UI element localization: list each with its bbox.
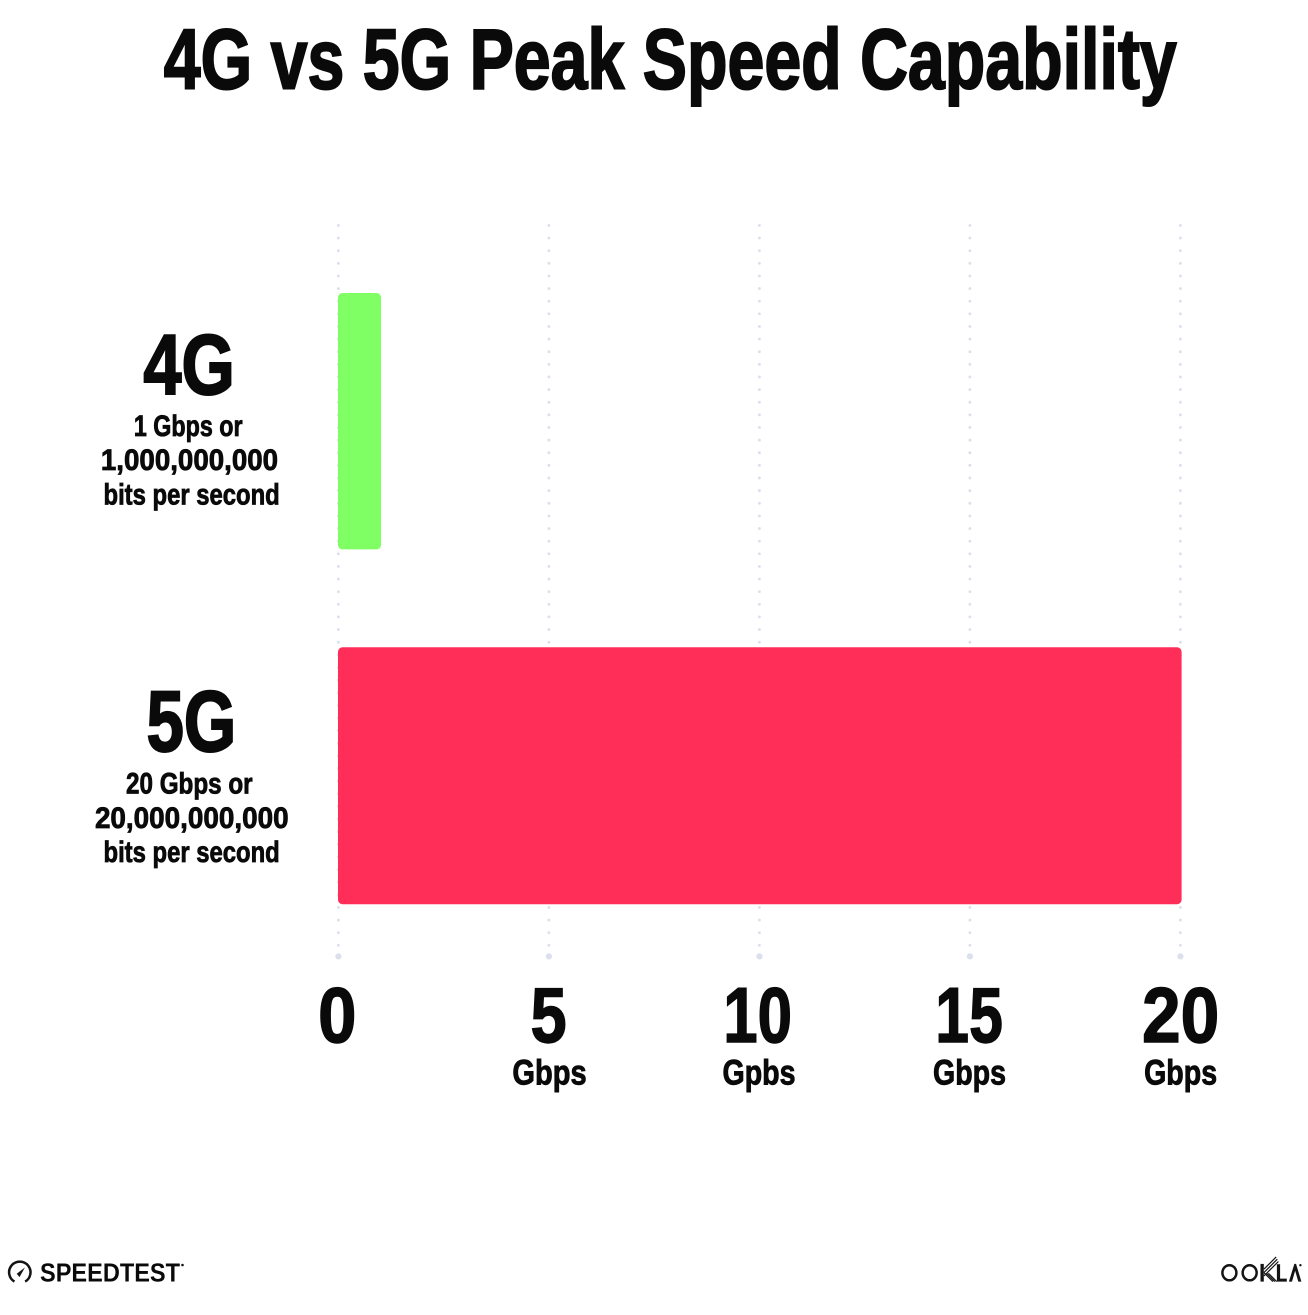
svg-text:20: 20	[1142, 973, 1219, 1059]
svg-text:bits per second: bits per second	[104, 837, 280, 869]
svg-text:0: 0	[318, 973, 356, 1059]
svg-text:bits per second: bits per second	[104, 479, 280, 511]
svg-text:20 Gbps or: 20 Gbps or	[126, 769, 253, 801]
svg-text:20,000,000,000: 20,000,000,000	[95, 803, 289, 835]
svg-text:4G vs 5G Peak Speed Capability: 4G vs 5G Peak Speed Capability	[164, 12, 1177, 108]
svg-text:Gbps: Gbps	[1144, 1052, 1217, 1092]
svg-text:4G: 4G	[143, 318, 235, 413]
svg-text:Gbps: Gbps	[512, 1052, 586, 1092]
svg-text:5G: 5G	[146, 674, 236, 770]
svg-text:Gpbs: Gpbs	[723, 1052, 796, 1092]
svg-text:10: 10	[723, 973, 792, 1059]
svg-text:1,000,000,000: 1,000,000,000	[101, 445, 278, 477]
svg-text:Gbps: Gbps	[933, 1052, 1006, 1092]
svg-text:SPEEDTEST: SPEEDTEST	[40, 1258, 180, 1288]
svg-text:1 Gbps or: 1 Gbps or	[134, 411, 243, 443]
svg-text:15: 15	[935, 973, 1003, 1059]
svg-text:5: 5	[531, 973, 567, 1059]
